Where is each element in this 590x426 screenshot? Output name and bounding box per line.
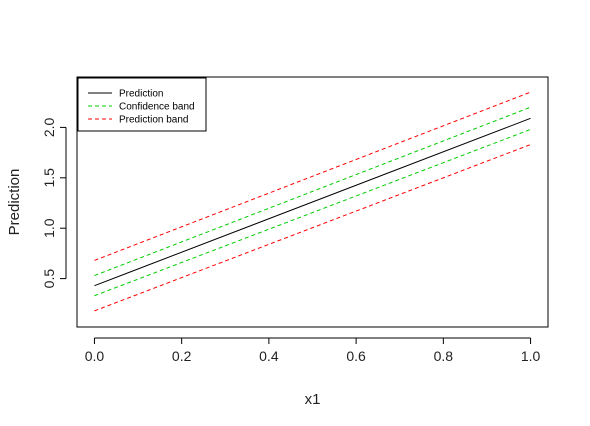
series-line-confidence-band (94, 128, 531, 297)
legend: Prediction Confidence band Prediction ba… (77, 77, 207, 132)
y-tick-label: 1.5 (41, 168, 57, 188)
legend-label-prediction: Prediction (119, 89, 163, 100)
y-tick-label: 1.0 (41, 218, 57, 238)
x-tick-label: 0.8 (434, 348, 454, 364)
x-tick-label: 0.2 (172, 348, 192, 364)
x-tick-label: 1.0 (521, 348, 541, 364)
plot-frame (76, 76, 549, 328)
series-line-prediction-band (94, 144, 531, 312)
series-layer (94, 91, 531, 312)
series-line-prediction-band (94, 91, 531, 261)
x-axis-title: x1 (305, 391, 321, 408)
series-line-confidence-band (94, 106, 531, 277)
x-tick-label: 0.6 (346, 348, 366, 364)
y-tick-label: 0.5 (41, 269, 57, 289)
legend-label-confidence-band: Confidence band (119, 102, 195, 113)
legend-label-prediction-band: Prediction band (119, 115, 189, 126)
y-axis-title: Prediction (6, 169, 23, 236)
y-axis: 0.5 1.0 1.5 2.0 (41, 117, 67, 289)
y-tick-label: 2.0 (41, 117, 57, 137)
series-line-prediction (94, 117, 531, 287)
x-tick-label: 0.4 (259, 348, 279, 364)
x-axis: 0.0 0.2 0.4 0.6 0.8 1.0 (85, 337, 541, 364)
legend-box (77, 77, 207, 132)
x-tick-label: 0.0 (85, 348, 105, 364)
